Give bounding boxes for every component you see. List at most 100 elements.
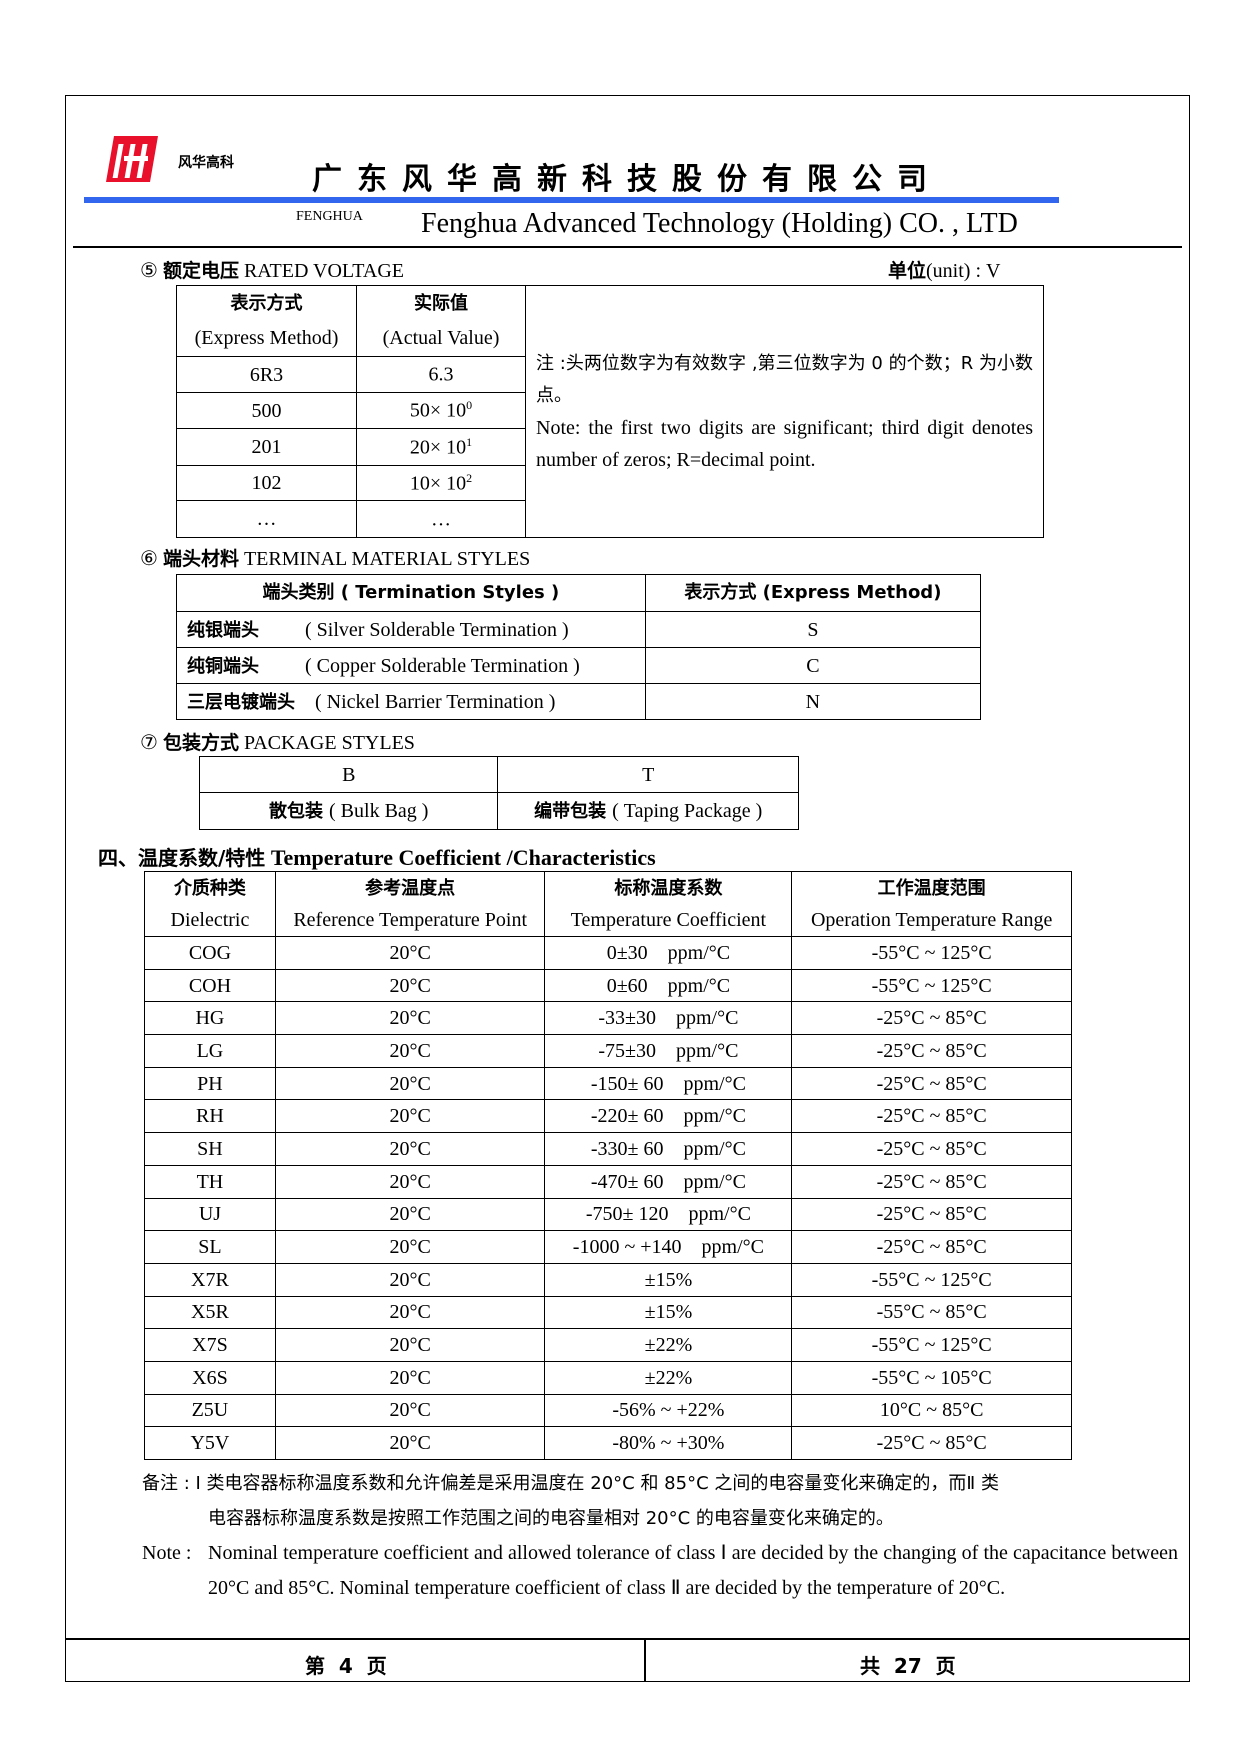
page-frame [65,95,1190,1682]
dielectric-cell: X7R [144,1262,276,1297]
notes-cn-line1: Ⅰ 类电容器标称温度系数和允许偏差是采用温度在 20°C 和 85°C 之间的电… [195,1473,999,1494]
actual-value: 50× 100 [356,392,526,429]
termination-style: 纯银端头 ( Silver Solderable Termination ) [176,611,646,648]
header-cn: 工作温度范围 [877,878,986,899]
package-code: T [497,756,799,793]
table-row: UJ 20°C -750± 120 ppm/°C -25°C ~ 85°C [144,1197,1072,1232]
express-code: 6R3 [176,356,357,393]
dielectric-cell: RH [144,1099,276,1134]
dielectric-cell: TH [144,1164,276,1199]
package-table: B T 散包装( Bulk Bag ) 编带包装( Taping Package ) [198,756,799,830]
style-en: ( Copper Solderable Termination ) [305,654,580,677]
table-row: 500 50× 100 [176,392,1044,429]
table-header-row: 端头类别 ( Termination Styles ) 表示方式 (Express… [176,574,982,612]
temperature-table: 介质种类 Dielectric 参考温度点 Reference Temperature… [144,871,1072,1460]
dielectric-cell: COG [144,936,276,970]
dielectric-cell: Z5U [144,1393,276,1428]
header-en: (Express Method) [194,327,339,349]
notes-en: Note : Nominal temperature coefficient a… [142,1536,1178,1606]
table-header-row: 介质种类 Dielectric 参考温度点 Reference Temperature… [144,871,1072,937]
package-label: 散包装( Bulk Bag ) [198,792,499,830]
operating-range-cell: -55°C ~ 125°C [791,1328,1072,1362]
table-row: HG 20°C -33±30 ppm/°C -25°C ~ 85°C [144,1001,1072,1036]
header-divider [73,246,1182,248]
logo-cn-text: 风华高科 [178,155,234,171]
header-cn: 介质种类 [173,878,246,899]
operating-range-cell: -55°C ~ 105°C [791,1360,1072,1395]
reference-temp-cell: 20°C [274,1426,546,1460]
temp-coefficient-cell: ±22% [544,1360,793,1395]
page-number: 第 4 页 [305,1654,387,1678]
temp-coefficient-cell: -33±30 ppm/°C [544,1001,793,1036]
section-temp-title: 四、温度系数/特性 Temperature Coefficient /Chara… [98,842,656,871]
temp-coefficient-cell: 0±30 ppm/°C [544,936,793,970]
temp-coefficient-cell: -330± 60 ppm/°C [544,1132,793,1166]
company-name-en: Fenghua Advanced Technology (Holding) CO… [421,208,1018,239]
style-cn: 三层电镀端头 [187,691,295,713]
dielectric-cell: X6S [144,1360,276,1395]
table-row: SL 20°C -1000 ~ +140 ppm/°C -25°C ~ 85°C [144,1230,1072,1264]
express-code: 500 [176,392,357,429]
operating-range-cell: -25°C ~ 85°C [791,1426,1072,1460]
table-row: TH 20°C -470± 60 ppm/°C -25°C ~ 85°C [144,1164,1072,1199]
value-exponent: 1 [466,434,473,449]
notes-cn-line2: 电容器标称温度系数是按照工作范围之间的电容量相对 20°C 的电容量变化来确定的… [208,1508,894,1529]
actual-value: 20× 101 [356,428,526,466]
label-en: ( Taping Package ) [612,800,763,822]
table-row: X5R 20°C ±15% -55°C ~ 85°C [144,1295,1072,1330]
title-cn: 包装方式 [162,732,239,754]
title-cn: 四、温度系数/特性 [98,846,266,870]
actual-value: … [356,500,526,538]
termination-style: 纯铜端头 ( Copper Solderable Termination ) [176,647,646,684]
reference-temp-cell: 20°C [274,1295,546,1330]
label-cn: 散包装 [269,801,324,822]
total-pages: 共 27 页 [860,1654,956,1678]
unit-en: (unit) : V [926,260,1001,282]
header-cell: 工作温度范围 Operation Temperature Range [791,871,1072,937]
footer-split [644,1638,646,1682]
temp-coefficient-cell: ±15% [544,1262,793,1297]
notes-en-label: Note : [142,1542,197,1564]
operating-range-cell: -25°C ~ 85°C [791,1164,1072,1199]
temp-coefficient-cell: 0±60 ppm/°C [544,968,793,1003]
label-cn: 编带包装 [534,801,607,822]
header-en: (Actual Value) [382,327,500,349]
title-en: RATED VOLTAGE [243,260,405,282]
label-en: ( Bulk Bag ) [329,800,429,822]
dielectric-cell: LG [144,1034,276,1068]
header-cn: 实际值 [414,293,468,314]
reference-temp-cell: 20°C [274,1197,546,1232]
header-blue-bar [84,197,1059,203]
temp-coefficient-cell: -75±30 ppm/°C [544,1034,793,1068]
title-en: TERMINAL MATERIAL STYLES [243,548,531,570]
header-en: Temperature Coefficient [570,909,767,931]
package-label: 编带包装( Taping Package ) [497,792,799,830]
header-cell: 实际值 (Actual Value) [356,285,526,357]
reference-temp-cell: 20°C [274,1034,546,1068]
header-cell: 标称温度系数 Temperature Coefficient [544,871,793,937]
express-code: 201 [176,428,357,466]
operating-range-cell: -25°C ~ 85°C [791,1132,1072,1166]
brand-text: FENGHUA [296,209,363,224]
section-number: ⑦ [140,732,158,754]
operating-range-cell: -55°C ~ 125°C [791,1262,1072,1297]
express-code: S [644,611,982,648]
dielectric-cell: SL [144,1230,276,1264]
table-row: RH 20°C -220± 60 ppm/°C -25°C ~ 85°C [144,1099,1072,1134]
table-row: COH 20°C 0±60 ppm/°C -55°C ~ 125°C [144,968,1072,1003]
reference-temp-cell: 20°C [274,1132,546,1166]
style-cn: 纯铜端头 [187,655,259,677]
table-row: 三层电镀端头 ( Nickel Barrier Termination ) N [176,683,982,720]
temp-coefficient-cell: -1000 ~ +140 ppm/°C [544,1230,793,1264]
reference-temp-cell: 20°C [274,936,546,970]
header-cn: 标称温度系数 [614,878,723,899]
reference-temp-cell: 20°C [274,1066,546,1101]
header-en: Dielectric [170,909,250,931]
note-en: Note: the first two digits are significa… [536,416,1033,471]
table-row: 纯铜端头 ( Copper Solderable Termination ) C [176,647,982,684]
dielectric-cell: X7S [144,1328,276,1362]
header-cell: 介质种类 Dielectric [144,871,276,937]
reference-temp-cell: 20°C [274,1099,546,1134]
title-cn: 额定电压 [162,260,239,282]
reference-temp-cell: 20°C [274,1230,546,1264]
